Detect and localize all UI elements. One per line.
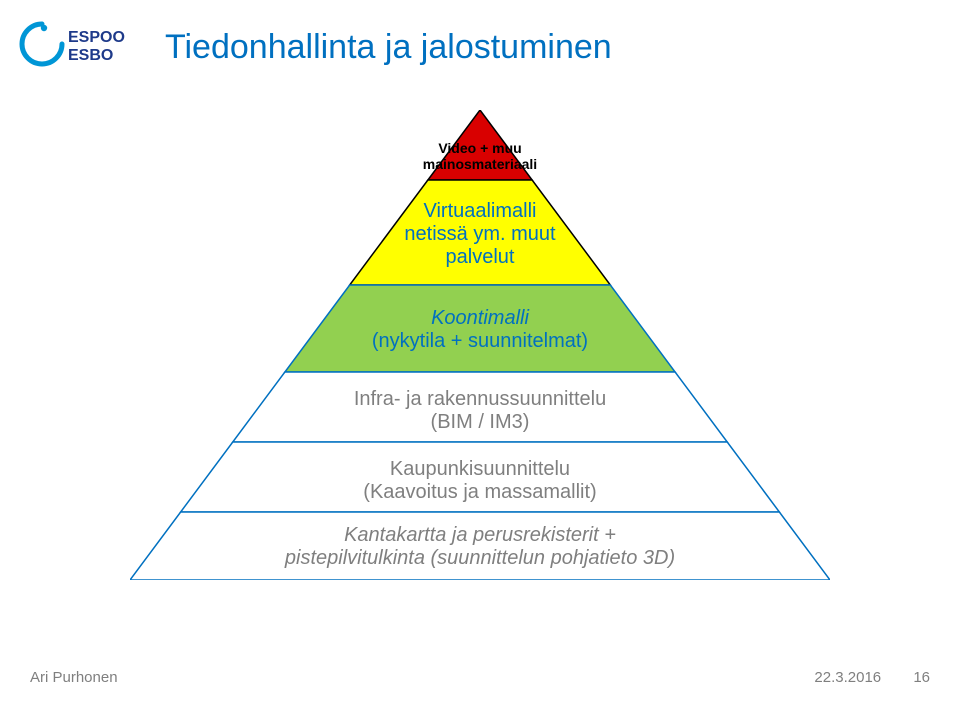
pyramid-layer-0-line-0: Video + muu [130,140,830,156]
pyramid-layer-1-line-2: palvelut [130,246,830,269]
logo-text-1: ESPOO [68,29,125,46]
pyramid-layer-label-5: Kantakartta ja perusrekisterit +pistepil… [130,524,830,570]
logo-dot-icon [41,25,47,31]
pyramid-layer-1-line-0: Virtuaalimalli [130,200,830,223]
footer-author: Ari Purhonen [30,669,118,686]
espoo-logo: ESPOO ESBO [18,18,138,72]
pyramid-layer-label-2: Koontimalli(nykytila + suunnitelmat) [130,307,830,353]
pyramid-layer-4-line-1: (Kaavoitus ja massamallit) [130,481,830,504]
pyramid-layer-label-3: Infra- ja rakennussuunnittelu(BIM / IM3) [130,388,830,434]
page-title: Tiedonhallinta ja jalostuminen [165,28,612,67]
pyramid-layer-1-line-1: netissä ym. muut [130,223,830,246]
pyramid-layer-5-line-0: Kantakartta ja perusrekisterit + [130,524,830,547]
pyramid-layer-label-0: Video + muumainosmateriaali [130,140,830,172]
footer-date: 22.3.2016 [814,669,881,686]
pyramid-layer-0-line-1: mainosmateriaali [130,156,830,172]
pyramid-layer-3-line-1: (BIM / IM3) [130,411,830,434]
pyramid-layer-3-line-0: Infra- ja rakennussuunnittelu [130,388,830,411]
footer-page: 16 [913,669,930,686]
pyramid-layer-label-1: Virtuaalimallinetissä ym. muutpalvelut [130,200,830,269]
footer-right: 22.3.2016 16 [814,669,930,686]
logo-svg: ESPOO ESBO [18,18,138,72]
pyramid-layer-4-line-0: Kaupunkisuunnittelu [130,458,830,481]
pyramid-diagram: Video + muumainosmateriaali Virtuaalimall… [130,110,830,580]
pyramid-layer-5-line-1: pistepilvitulkinta (suunnittelun pohjati… [130,547,830,570]
pyramid-layer-2-line-0: Koontimalli [130,307,830,330]
logo-text-2: ESBO [68,47,113,64]
slide: ESPOO ESBO Tiedonhallinta ja jalostumine… [0,0,960,704]
pyramid-layer-2-line-1: (nykytila + suunnitelmat) [130,330,830,353]
pyramid-layer-label-4: Kaupunkisuunnittelu(Kaavoitus ja massama… [130,458,830,504]
